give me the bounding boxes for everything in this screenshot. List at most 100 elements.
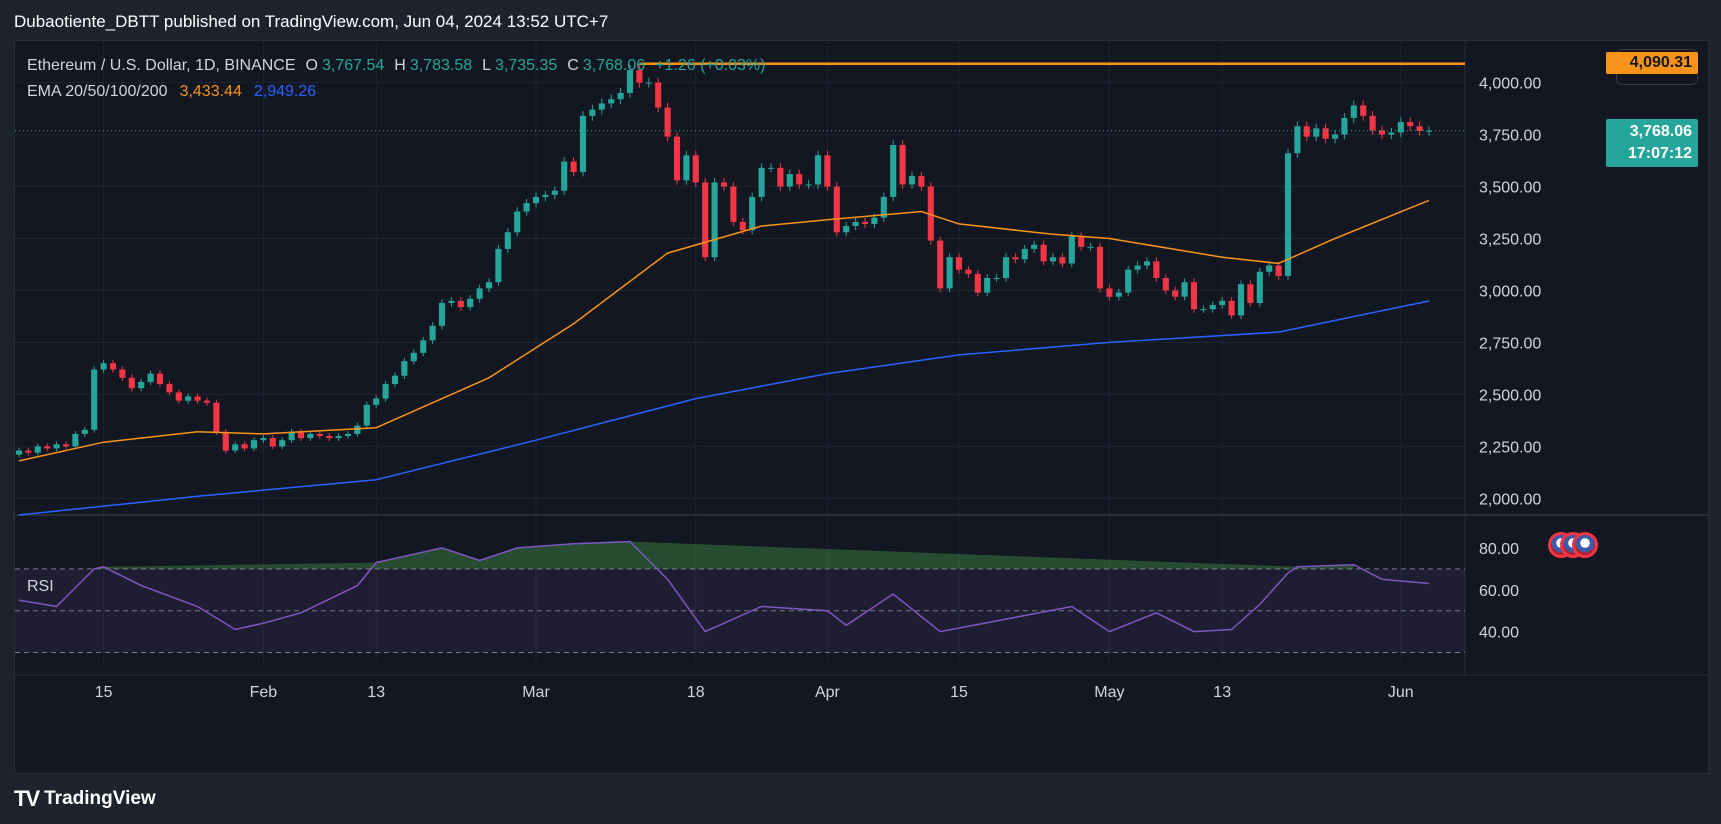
candle-body xyxy=(561,161,568,191)
candle-body xyxy=(767,167,775,169)
candle-body xyxy=(626,70,634,93)
candle-body xyxy=(805,184,812,186)
close-label: C xyxy=(567,57,579,74)
candle-body xyxy=(15,450,23,455)
candle-body xyxy=(53,444,60,449)
candle-body xyxy=(128,377,135,389)
candle-body xyxy=(974,273,981,293)
candle-body xyxy=(119,369,126,378)
candle-body xyxy=(1294,126,1301,154)
candle-body xyxy=(683,155,690,181)
candle-body xyxy=(1153,261,1160,278)
candle-body xyxy=(1181,282,1188,297)
chart-panel[interactable]: 4,000.00 3,750.00 3,500.00 3,250.00 3,000.00… xyxy=(14,40,1709,774)
x-tick-label: May xyxy=(1094,684,1124,701)
rsi-pane-label[interactable]: RSI xyxy=(27,578,54,595)
candle-body xyxy=(739,221,746,231)
y-tick-label: 2,750.00 xyxy=(1479,335,1541,352)
candle-body xyxy=(532,196,540,204)
candle-body xyxy=(1040,244,1047,262)
candle-body xyxy=(147,373,154,382)
brand-name: TradingView xyxy=(44,788,156,809)
candle-body xyxy=(1266,265,1273,272)
candle-body xyxy=(730,186,737,222)
candle-body xyxy=(523,203,530,212)
y-tick-label: 2,000.00 xyxy=(1479,491,1541,508)
candle-body xyxy=(1021,248,1028,260)
candle-body xyxy=(589,109,596,116)
candle-body xyxy=(1068,236,1075,264)
candle-body xyxy=(260,438,267,441)
candle-body xyxy=(25,450,32,453)
candle-body xyxy=(335,436,342,439)
x-tick-label: 13 xyxy=(1213,684,1231,701)
candle-body xyxy=(1209,305,1216,310)
candle-body xyxy=(1350,105,1357,118)
candle-body xyxy=(1341,117,1348,135)
candle-body xyxy=(1237,284,1245,316)
candle-body xyxy=(1012,257,1019,260)
candle-body xyxy=(711,182,718,258)
rsi-y-tick-label: 80.00 xyxy=(1479,541,1519,558)
published-caption: Dubaotiente_DBTT published on TradingVie… xyxy=(14,12,609,31)
symbol-label[interactable]: Ethereum / U.S. Dollar, 1D, BINANCE xyxy=(27,57,296,74)
candle-body xyxy=(880,196,887,218)
candle-body xyxy=(814,155,822,185)
candle-body xyxy=(1087,246,1094,248)
candle-body xyxy=(1115,292,1122,297)
candle-body xyxy=(1078,236,1085,247)
candle-body xyxy=(241,444,248,449)
close-value: 3,768.06 xyxy=(582,57,646,74)
candle-body xyxy=(636,70,643,83)
candle-body xyxy=(100,363,107,370)
x-tick-label: Apr xyxy=(815,684,841,701)
candle-body xyxy=(175,392,182,401)
ema-orange-value: 3,433.44 xyxy=(179,83,242,100)
candle-body xyxy=(833,186,840,233)
x-tick-label: 13 xyxy=(367,684,385,701)
candle-body xyxy=(899,144,906,185)
candle-body xyxy=(81,429,88,434)
candle-body xyxy=(156,373,164,385)
y-tick-label: 3,250.00 xyxy=(1479,232,1541,249)
tradingview-logo-icon: TV xyxy=(14,786,40,811)
ema-blue-line xyxy=(18,300,1430,516)
us-flag-icon[interactable] xyxy=(1572,532,1598,558)
candle-body xyxy=(1143,261,1151,266)
candle-body xyxy=(1388,132,1395,135)
candle-body xyxy=(861,221,869,224)
candle-body xyxy=(213,402,220,432)
last-price-tag: 3,768.06 17:07:12 xyxy=(1606,118,1698,167)
candle-body xyxy=(692,155,699,183)
economic-events[interactable] xyxy=(1548,532,1598,558)
ema-label[interactable]: EMA 20/50/100/200 xyxy=(27,83,168,100)
candle-body xyxy=(429,325,436,341)
candle-body xyxy=(579,115,587,172)
candle-body xyxy=(438,302,446,326)
candle-body xyxy=(514,211,521,233)
x-tick-label: Jun xyxy=(1388,684,1414,701)
candle-body xyxy=(250,440,258,449)
candle-body xyxy=(72,433,79,447)
candle-body xyxy=(937,240,944,289)
candle-body xyxy=(551,190,558,195)
candle-body xyxy=(1275,265,1282,276)
candle-body xyxy=(608,99,615,104)
candle-body xyxy=(44,446,51,449)
bar-countdown: 17:07:12 xyxy=(1627,144,1692,162)
ema-orange-line xyxy=(18,199,1430,462)
candle-body xyxy=(1407,122,1414,127)
candle-body xyxy=(965,269,972,274)
y-tick-label: 4,000.00 xyxy=(1479,76,1541,93)
candle-body xyxy=(382,384,389,399)
candle-body xyxy=(1425,130,1433,132)
ohlc-row: Ethereum / U.S. Dollar, 1D, BINANCE O 3,7… xyxy=(27,53,765,79)
candle-body xyxy=(448,300,455,303)
candle-body xyxy=(1369,115,1376,131)
chart-canvas[interactable]: 4,000.00 3,750.00 3,500.00 3,250.00 3,000.00… xyxy=(15,41,1708,773)
x-tick-label: Mar xyxy=(522,684,550,701)
candle-body xyxy=(749,196,756,231)
candle-body xyxy=(420,340,427,353)
rsi-line xyxy=(18,540,1430,633)
footer-branding[interactable]: TV TradingView xyxy=(14,786,156,812)
